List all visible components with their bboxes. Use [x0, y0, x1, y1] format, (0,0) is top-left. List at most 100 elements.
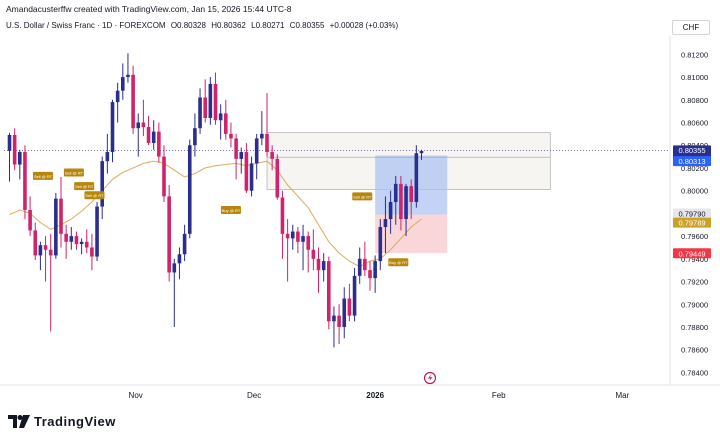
candle-down — [43, 236, 48, 282]
y-tick-label: 0.80600 — [681, 119, 708, 128]
candle-body — [404, 186, 408, 220]
candle-body — [254, 138, 259, 164]
candle-body — [28, 209, 32, 231]
signal-marker-label: Sell @ RT — [75, 184, 94, 189]
candle-body — [260, 133, 264, 139]
axis-price-tag — [673, 248, 711, 259]
candle-up — [414, 145, 419, 208]
candle-up — [239, 147, 244, 174]
axis-price-tag-label: 0.80313 — [678, 157, 705, 166]
last-price-value: 0.80355 — [678, 146, 705, 155]
candle-up — [198, 88, 202, 134]
signal-markers-layer: Sell @ RT Sell @ RT Sell @ RT Sell @ RT Buy … — [32, 168, 409, 267]
x-tick-label: 2026 — [366, 391, 384, 400]
watermark-line: Amandacusterffw created with TradingView… — [6, 4, 292, 14]
axis-price-tag-label: 0.79789 — [678, 219, 705, 228]
candle-up — [321, 253, 326, 282]
candle-body — [249, 163, 254, 191]
candle-up — [18, 149, 22, 180]
candle-body — [48, 249, 53, 256]
replay-icon[interactable] — [423, 371, 437, 385]
candle-body — [151, 131, 156, 143]
tradingview-logo-icon — [8, 415, 30, 428]
signal-marker-label: Sell @ RT — [85, 193, 104, 198]
candle-up — [151, 120, 156, 150]
signal-marker-box — [84, 191, 105, 200]
candle-body — [388, 202, 393, 220]
candle-body — [74, 236, 79, 245]
signal-marker-box — [220, 205, 241, 214]
signal-marker-label: Buy @ RT — [389, 260, 408, 265]
price-axis: 0.812000.810000.808000.806000.804000.802… — [681, 50, 708, 377]
candle-up — [193, 113, 197, 157]
candle-body — [105, 152, 110, 162]
y-tick-label: 0.81200 — [681, 50, 708, 59]
y-tick-label: 0.78600 — [681, 346, 708, 355]
currency-button[interactable]: CHF — [672, 20, 710, 35]
candle-body — [337, 315, 341, 327]
brand-name: TradingView — [34, 414, 116, 429]
candle-up — [393, 175, 398, 225]
candle-up — [352, 267, 357, 322]
time-axis: Nov Dec 2026 Feb Mar — [129, 391, 630, 400]
candle-up — [79, 238, 84, 255]
candle-body — [187, 145, 192, 234]
symbol-legend: U.S. Dollar / Swiss Franc · 1D · FOREXCO… — [6, 21, 398, 30]
candle-body — [136, 122, 141, 129]
candle-body — [218, 113, 223, 121]
candle-up — [332, 306, 336, 348]
candle-up — [218, 104, 223, 140]
candle-up — [115, 82, 120, 123]
candle-body — [290, 231, 295, 239]
candle-up — [38, 241, 43, 271]
candle-body — [393, 183, 398, 203]
candle-body — [285, 233, 290, 239]
candle-up — [254, 133, 259, 180]
candle-down — [12, 128, 17, 171]
candle-body — [100, 161, 104, 207]
candle-up — [419, 149, 424, 160]
candle-body — [213, 83, 218, 121]
candle-body — [43, 245, 48, 250]
candle-body — [90, 247, 94, 257]
candle-up — [69, 227, 74, 250]
candle-body — [234, 138, 238, 159]
candle-up — [388, 190, 393, 234]
candle-up — [404, 183, 408, 237]
candle-down — [48, 233, 53, 332]
x-tick-label: Dec — [247, 391, 261, 400]
x-tick-label: Mar — [615, 391, 629, 400]
candle-down — [131, 65, 135, 134]
candle-up — [290, 224, 295, 250]
candle-body — [162, 156, 166, 197]
candle-body — [126, 74, 130, 78]
axis-price-tag — [673, 156, 711, 167]
signal-marker: Sell @ RT — [63, 168, 84, 177]
candle-body — [239, 152, 244, 159]
candle-down — [224, 99, 228, 140]
moving-average-layer — [9, 160, 422, 268]
candle-up — [187, 139, 192, 239]
candle-body — [224, 113, 228, 134]
candle-body — [296, 231, 300, 242]
open-value: O0.80328 — [170, 21, 206, 30]
candle-body — [121, 77, 125, 91]
signal-marker-box — [32, 171, 53, 180]
candle-body — [357, 258, 362, 276]
candle-body — [64, 233, 68, 242]
candle-up — [301, 224, 305, 271]
candle-up — [249, 156, 254, 197]
candle-up — [121, 63, 125, 100]
brand-footer: TradingView — [8, 414, 116, 429]
candle-down — [296, 227, 300, 254]
candle-body — [95, 206, 99, 257]
candle-body — [38, 245, 43, 256]
candle-body — [373, 261, 377, 279]
candle-down — [327, 256, 331, 330]
candle-down — [244, 142, 249, 193]
candle-body — [311, 249, 316, 259]
axis-price-tag-label: 0.79449 — [678, 249, 705, 258]
candle-down — [84, 229, 89, 254]
y-tick-label: 0.80000 — [681, 187, 708, 196]
